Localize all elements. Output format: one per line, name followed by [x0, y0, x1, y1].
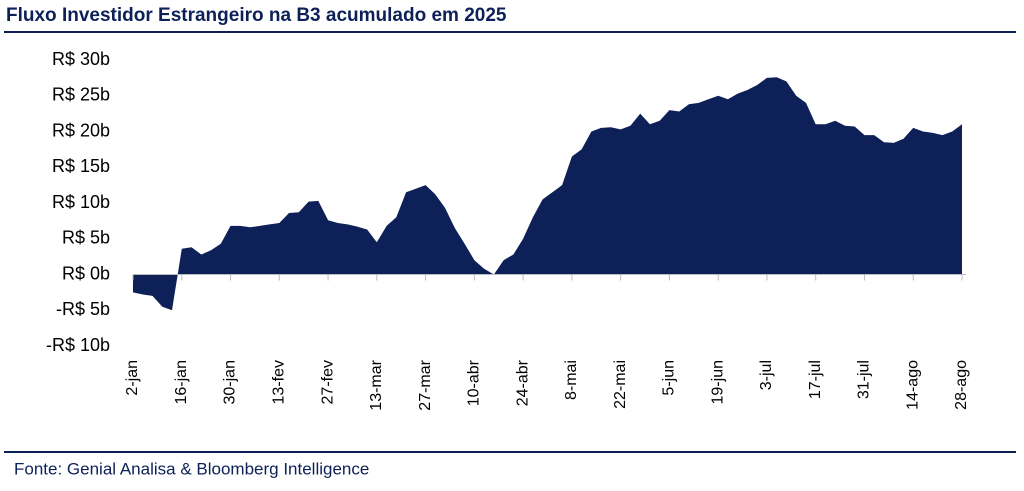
x-tick-label: 28-ago [953, 360, 970, 410]
x-tick-label: 31-jul [856, 360, 873, 399]
x-tick-label: 24-abr [514, 359, 531, 406]
x-tick-label: 30-jan [222, 360, 239, 404]
y-tick-label: R$ 25b [52, 85, 110, 105]
x-tick-label: 13-mar [368, 359, 385, 410]
y-tick-label: -R$ 10b [46, 335, 110, 355]
x-tick-label: 27-mar [417, 359, 434, 410]
x-tick-label: 13-fev [271, 360, 288, 404]
x-tick-label: 27-fev [319, 360, 336, 404]
x-tick-label: 22-mai [612, 360, 629, 409]
y-tick-label: R$ 0b [62, 263, 110, 283]
x-tick-label: 8-mai [563, 360, 580, 400]
source: Fonte: Genial Analisa & Bloomberg Intell… [14, 459, 369, 478]
y-tick-label: R$ 10b [52, 192, 110, 212]
y-tick-label: R$ 30b [52, 49, 110, 69]
chart-title: Fluxo Investidor Estrangeiro na B3 acumu… [6, 5, 507, 26]
x-tick-label: 10-abr [466, 359, 483, 406]
y-tick-label: -R$ 5b [56, 299, 110, 319]
y-tick-label: R$ 5b [62, 228, 110, 248]
x-tick-label: 14-ago [904, 360, 921, 410]
x-tick-label: 5-jun [661, 360, 678, 396]
y-tick-label: R$ 20b [52, 120, 110, 140]
y-tick-label: R$ 15b [52, 156, 110, 176]
x-tick-label: 19-jun [709, 360, 726, 404]
x-tick-label: 2-jan [124, 360, 141, 396]
x-tick-label: 16-jan [173, 360, 190, 404]
x-tick-label: 17-jul [807, 360, 824, 399]
area [133, 77, 962, 311]
x-tick-label: 3-jul [758, 360, 775, 390]
